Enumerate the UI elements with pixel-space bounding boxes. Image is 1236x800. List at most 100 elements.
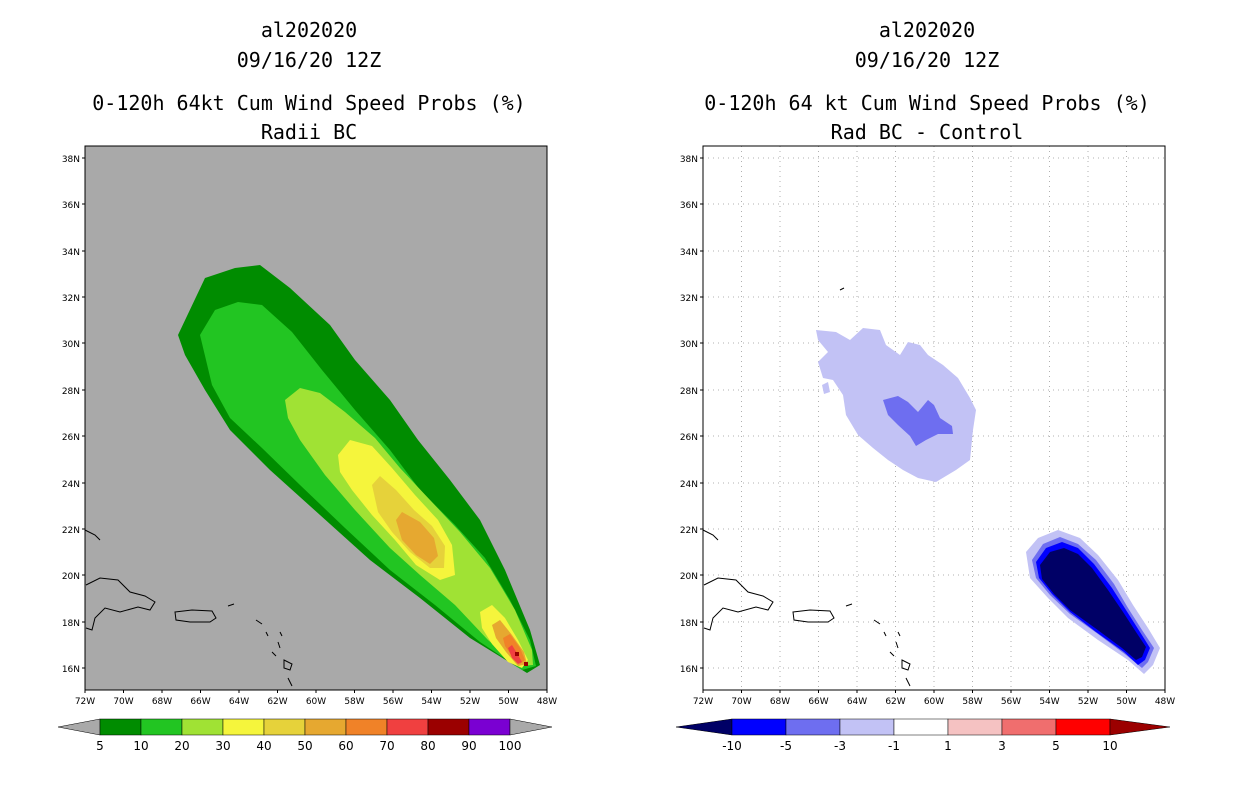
lat-label: 36N bbox=[62, 201, 80, 211]
hispaniola-outline bbox=[703, 577, 774, 631]
colorbar-swatch bbox=[468, 718, 511, 736]
lat-label: 34N bbox=[62, 248, 80, 258]
colorbar-label: 5 bbox=[96, 739, 104, 753]
colorbar-swatch bbox=[345, 718, 388, 736]
lon-label: 56W bbox=[383, 697, 403, 707]
colorbar-label: 10 bbox=[133, 739, 148, 753]
storm-id-left: al202020 bbox=[260, 18, 358, 42]
colorbar-under-arrow bbox=[57, 718, 101, 736]
lon-label: 66W bbox=[190, 697, 210, 707]
lon-label: 54W bbox=[1039, 697, 1059, 707]
colorbar-over-arrow bbox=[509, 718, 553, 736]
colorbar-swatch bbox=[947, 718, 1003, 736]
colorbar-swatch bbox=[731, 718, 787, 736]
lon-label: 56W bbox=[1001, 697, 1021, 707]
lon-axis-right: 72W 70W 68W 66W 64W 62W 60W 58W 56W 54W … bbox=[693, 690, 1175, 707]
storm-id-right: al202020 bbox=[878, 18, 976, 42]
colorbar-right: -10 -5 -3 -1 1 3 5 10 bbox=[675, 718, 1171, 753]
lon-label: 52W bbox=[460, 697, 480, 707]
colorbar-swatch bbox=[263, 718, 306, 736]
lat-label: 24N bbox=[680, 480, 698, 490]
lat-label: 34N bbox=[680, 248, 698, 258]
lat-label: 38N bbox=[680, 155, 698, 165]
lat-label: 22N bbox=[680, 526, 698, 536]
coastline-fragment bbox=[702, 287, 845, 541]
lat-label: 16N bbox=[62, 665, 80, 675]
colorbar-swatch bbox=[1001, 718, 1057, 736]
lon-label: 50W bbox=[1116, 697, 1136, 707]
lon-label: 66W bbox=[808, 697, 828, 707]
colorbar-swatch bbox=[140, 718, 183, 736]
lat-label: 22N bbox=[62, 526, 80, 536]
diff-contour-minus3-north bbox=[883, 396, 953, 446]
lon-label: 52W bbox=[1078, 697, 1098, 707]
lat-label: 18N bbox=[62, 619, 80, 629]
colorbar-label: 80 bbox=[420, 739, 435, 753]
lon-label: 72W bbox=[75, 697, 95, 707]
prob-contour-80-spot bbox=[524, 662, 528, 666]
lon-label: 72W bbox=[693, 697, 713, 707]
colorbar-label: 50 bbox=[297, 739, 312, 753]
colorbar-swatch bbox=[222, 718, 265, 736]
lon-label: 64W bbox=[229, 697, 249, 707]
colorbar-label: 3 bbox=[998, 739, 1006, 753]
colorbar-label: -5 bbox=[780, 739, 792, 753]
colorbar-label: 90 bbox=[461, 739, 476, 753]
lat-label: 38N bbox=[62, 155, 80, 165]
lon-label: 70W bbox=[731, 697, 751, 707]
colorbar-swatch bbox=[839, 718, 895, 736]
colorbar-label: 100 bbox=[499, 739, 522, 753]
colorbar-over-arrow bbox=[1109, 718, 1171, 736]
lesser-antilles-outline bbox=[845, 603, 911, 687]
lon-label: 68W bbox=[152, 697, 172, 707]
colorbar-swatch bbox=[427, 718, 470, 736]
lon-label: 58W bbox=[962, 697, 982, 707]
lat-label: 24N bbox=[62, 480, 80, 490]
colorbar-swatch bbox=[893, 718, 949, 736]
colorbar-label: 5 bbox=[1052, 739, 1060, 753]
lon-label: 70W bbox=[113, 697, 133, 707]
puerto-rico-outline bbox=[174, 609, 217, 623]
lat-axis-right: 38N 36N 34N 32N 30N 28N 26N 24N 22N 20N … bbox=[680, 155, 703, 675]
colorbar-label: 20 bbox=[174, 739, 189, 753]
lat-label: 20N bbox=[680, 572, 698, 582]
colorbar-label: 40 bbox=[256, 739, 271, 753]
date-right: 09/16/20 12Z bbox=[854, 48, 1000, 72]
colorbar-swatch bbox=[785, 718, 841, 736]
lat-label: 18N bbox=[680, 619, 698, 629]
lat-label: 28N bbox=[680, 387, 698, 397]
hispaniola-outline bbox=[85, 577, 156, 631]
colorbar-swatch bbox=[1055, 718, 1111, 736]
lon-axis-left: 72W 70W 68W 66W 64W 62W 60W 58W 56W 54W … bbox=[75, 690, 557, 707]
lon-label: 64W bbox=[847, 697, 867, 707]
colorbar-label: 1 bbox=[944, 739, 952, 753]
lat-label: 26N bbox=[62, 433, 80, 443]
lat-label: 30N bbox=[680, 340, 698, 350]
colorbar-left: 5 10 20 30 40 50 60 70 80 90 100 bbox=[57, 718, 553, 753]
lat-label: 26N bbox=[680, 433, 698, 443]
map-left-svg: 38N 36N 34N 32N 30N 28N 26N 24N 22N 20N … bbox=[57, 145, 557, 753]
colorbar-label: 70 bbox=[379, 739, 394, 753]
prob-contour-50 bbox=[396, 512, 438, 564]
lat-label: 32N bbox=[680, 294, 698, 304]
lon-label: 50W bbox=[498, 697, 518, 707]
diff-contour-minus1-speck bbox=[822, 382, 830, 394]
colorbar-label: -1 bbox=[888, 739, 900, 753]
colorbar-label: 30 bbox=[215, 739, 230, 753]
colorbar-swatch bbox=[99, 718, 142, 736]
lesser-antilles-outline bbox=[227, 603, 293, 687]
colorbar-swatch bbox=[386, 718, 429, 736]
map-subtitle-left: Radii BC bbox=[260, 120, 358, 144]
map-right-svg: 38N 36N 34N 32N 30N 28N 26N 24N 22N 20N … bbox=[675, 145, 1175, 753]
lat-label: 36N bbox=[680, 201, 698, 211]
map-title-right: 0-120h 64 kt Cum Wind Speed Probs (%) bbox=[704, 91, 1150, 115]
map-grid-right bbox=[703, 146, 1165, 690]
lat-label: 20N bbox=[62, 572, 80, 582]
lat-label: 30N bbox=[62, 340, 80, 350]
colorbar-swatch bbox=[181, 718, 224, 736]
colorbar-label: -3 bbox=[834, 739, 846, 753]
colorbar-label: 10 bbox=[1102, 739, 1117, 753]
colorbar-swatch bbox=[304, 718, 347, 736]
map-title-left: 0-120h 64kt Cum Wind Speed Probs (%) bbox=[92, 91, 526, 115]
colorbar-under-arrow bbox=[675, 718, 733, 736]
